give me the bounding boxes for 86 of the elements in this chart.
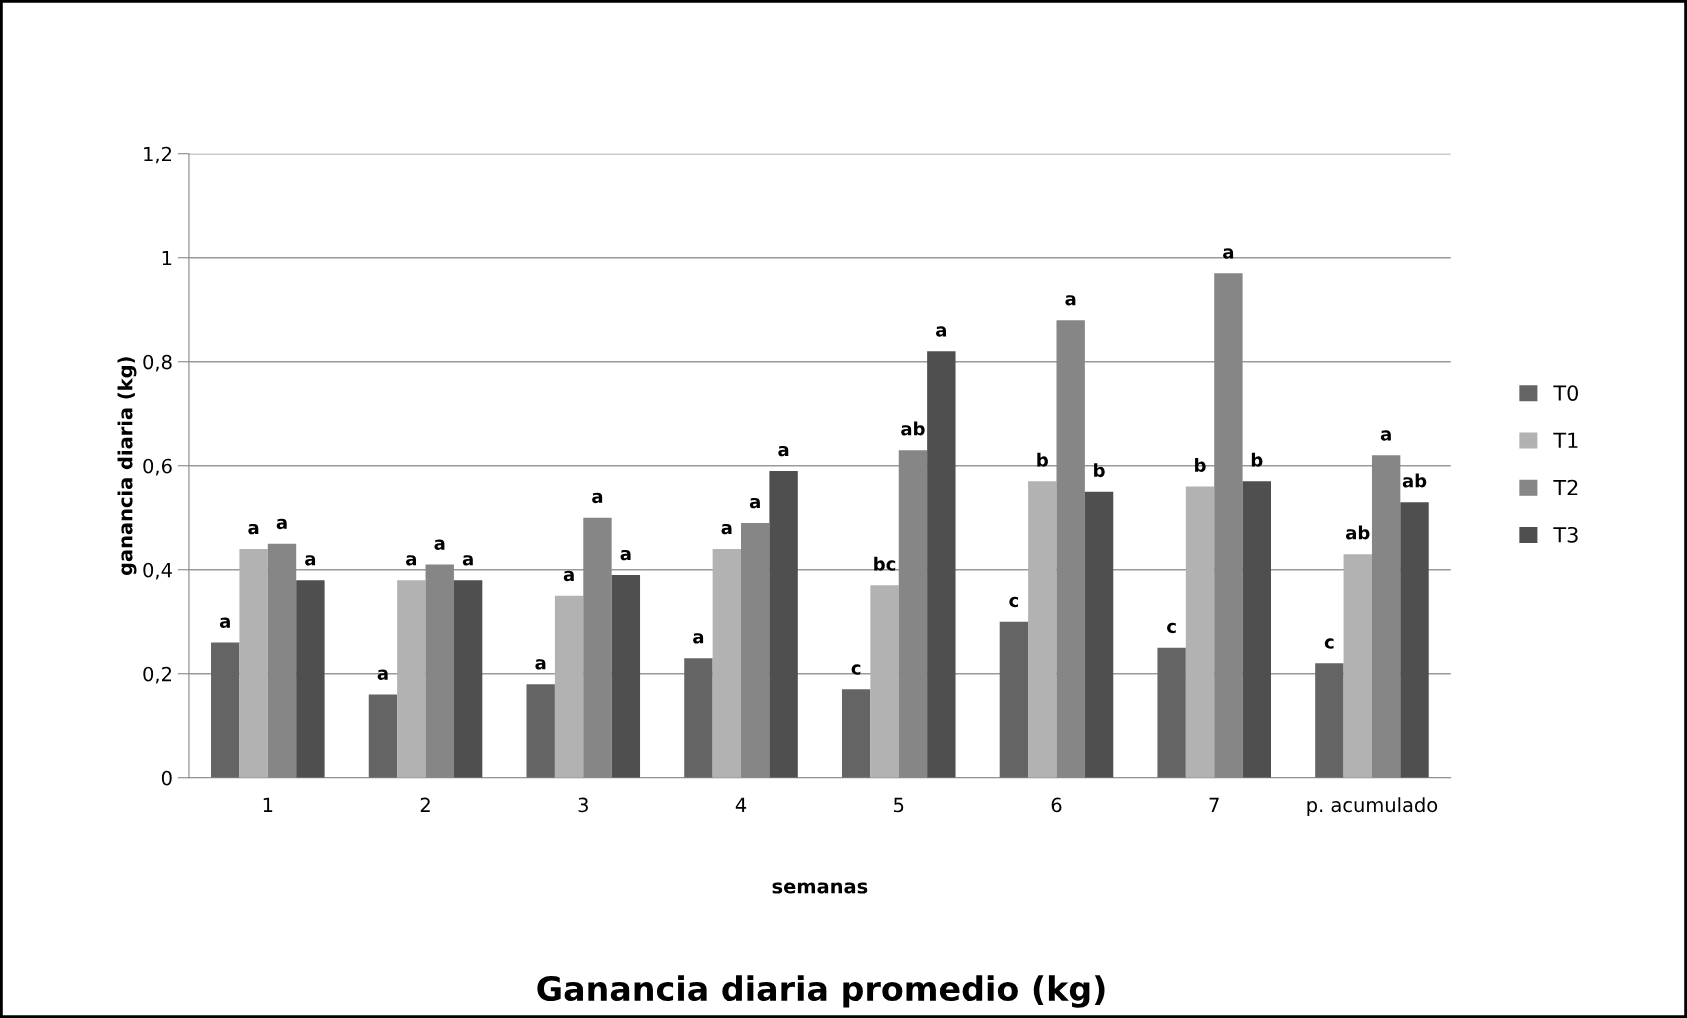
data-label: a: [721, 523, 732, 535]
x-tick-label: 6: [1051, 797, 1062, 813]
bar: [583, 517, 612, 778]
bar: [1343, 554, 1372, 778]
x-tick-label: 7: [1209, 797, 1219, 812]
data-label: ab: [1345, 525, 1370, 540]
x-axis-title: semanas: [772, 882, 868, 894]
legend-label: T0: [1553, 385, 1578, 401]
legend-label: T3: [1553, 526, 1578, 543]
data-label: a: [276, 518, 287, 530]
data-label: a: [778, 445, 789, 457]
y-tick-label: 0,4: [143, 562, 172, 580]
x-tick-label: 3: [578, 797, 588, 813]
x-tick-label: 2: [420, 797, 430, 812]
x-tick-label: 5: [894, 797, 904, 813]
data-label: a: [305, 555, 316, 566]
bar: [1400, 502, 1429, 778]
data-label: b: [1094, 463, 1105, 478]
data-label: c: [1167, 622, 1176, 634]
bar: [211, 642, 240, 778]
data-label: a: [377, 669, 388, 680]
data-label: b: [1251, 452, 1263, 467]
x-tick-label: p. acumulado: [1307, 797, 1438, 817]
bar: [769, 470, 798, 778]
bar: [1371, 455, 1401, 778]
y-tick-label: 1: [162, 250, 172, 266]
data-label: a: [563, 570, 574, 582]
data-label: a: [620, 549, 631, 561]
bar: [999, 621, 1029, 778]
data-label: a: [936, 326, 947, 337]
data-label: bc: [874, 556, 896, 571]
bar: [1185, 486, 1215, 778]
bar: [296, 580, 325, 778]
data-label: b: [1037, 452, 1048, 467]
data-label: a: [219, 617, 230, 628]
y-tick-label: 0,8: [143, 354, 172, 372]
bar: [898, 450, 928, 778]
bar: [526, 684, 555, 778]
bar: [554, 595, 584, 778]
data-label: a: [1380, 430, 1391, 441]
y-axis-title: ganancia diaria (kg): [117, 357, 137, 576]
data-label: a: [1223, 248, 1234, 259]
data-label: a: [1065, 295, 1076, 306]
data-label: a: [592, 492, 603, 504]
bar: [267, 543, 297, 778]
data-label: b: [1195, 457, 1206, 472]
bar: [1056, 320, 1085, 778]
bar: [1214, 273, 1243, 778]
y-tick-label: 1,2: [144, 146, 172, 164]
x-tick-label: 1: [263, 797, 273, 812]
data-label: a: [434, 539, 445, 550]
bar: [841, 689, 871, 778]
y-tick-label: 0,2: [143, 666, 172, 684]
data-label: a: [535, 659, 546, 670]
y-tick-label: 0: [161, 770, 172, 786]
data-label: c: [851, 664, 861, 675]
x-tick-label: 4: [735, 797, 747, 812]
legend-label: T1: [1553, 432, 1578, 448]
bar: [1028, 481, 1057, 778]
data-label: a: [462, 555, 473, 566]
bar: [368, 694, 398, 778]
data-label: a: [693, 633, 704, 644]
text: Ganancia diaria promedio (kg): [537, 975, 1105, 1008]
legend-label: T2: [1553, 479, 1578, 496]
bar: [927, 351, 956, 778]
data-label: a: [406, 555, 417, 566]
data-label: c: [1009, 596, 1019, 608]
data-label: c: [1324, 638, 1334, 649]
data-label: a: [248, 523, 259, 535]
bar: [870, 585, 899, 778]
bar: [1084, 491, 1114, 778]
bar: [741, 522, 770, 778]
bar: [712, 548, 742, 778]
bar: [1157, 647, 1186, 778]
bar: [611, 574, 641, 778]
bar: [684, 658, 713, 778]
bar: [425, 564, 454, 778]
data-label: a: [749, 497, 760, 509]
bar: [1242, 481, 1271, 778]
bar: [397, 580, 426, 778]
y-tick-label: 0,6: [143, 458, 172, 476]
bar: [239, 548, 268, 778]
data-label: ab: [901, 421, 925, 436]
bar: [1315, 663, 1344, 778]
bar: [453, 580, 483, 778]
data-label: ab: [1402, 473, 1427, 488]
